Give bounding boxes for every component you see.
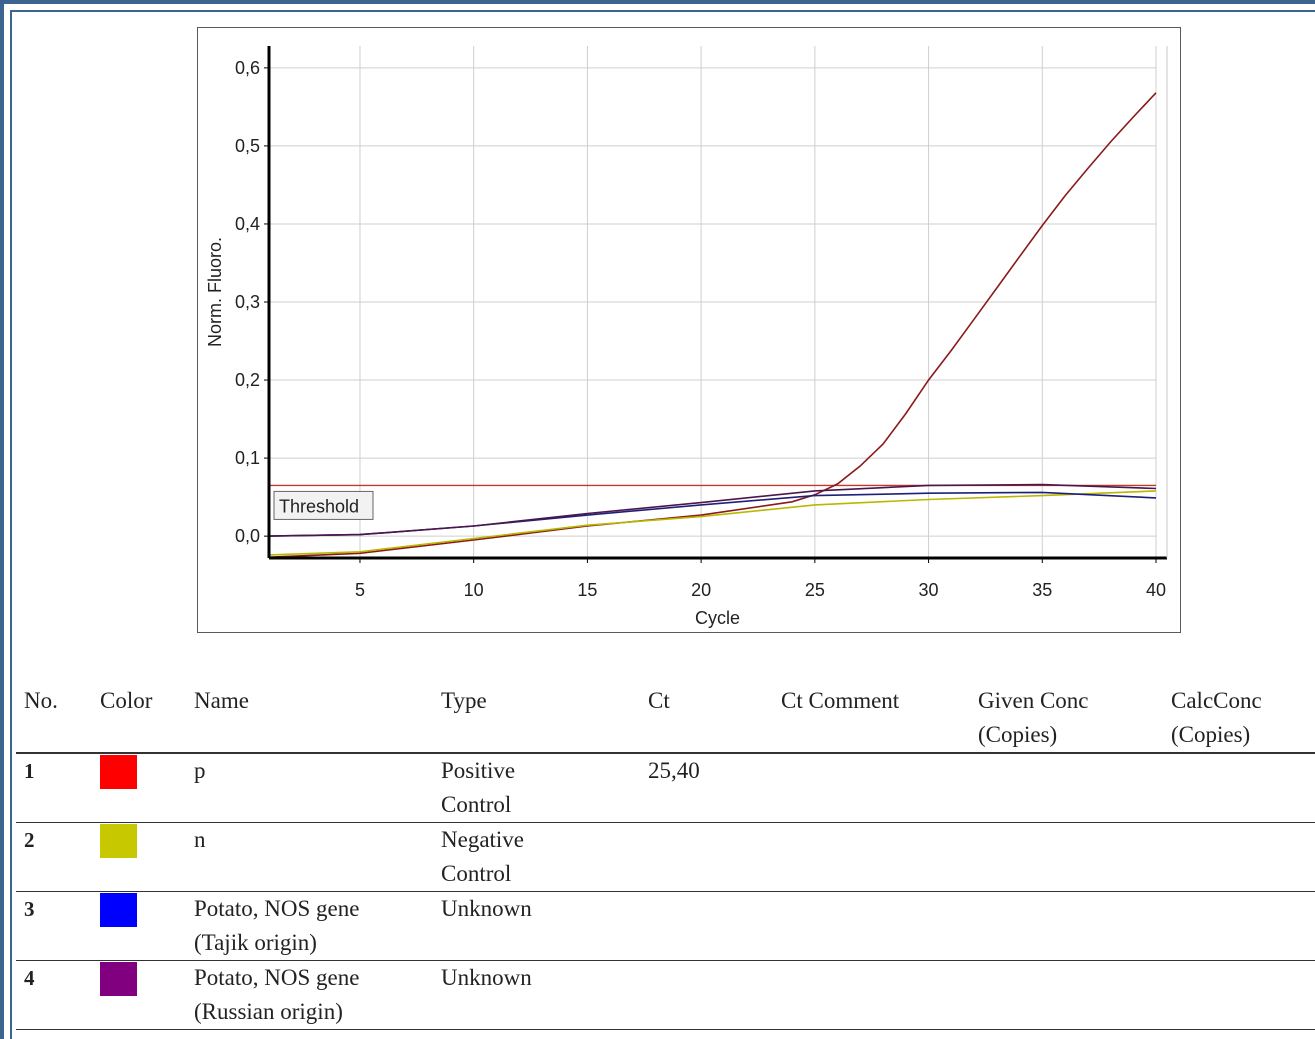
name-line2: (Tajik origin) xyxy=(194,930,317,955)
cell-ct xyxy=(640,960,773,1030)
cell-given-conc xyxy=(970,822,1163,892)
cell-name: Potato, NOS gene (Russian origin) xyxy=(186,960,433,1030)
series-line-1 xyxy=(268,92,1157,558)
x-tick-label: 25 xyxy=(805,580,825,600)
cell-ct-comment xyxy=(773,822,970,892)
name-line1: n xyxy=(194,827,206,852)
threshold-label-group: Threshold xyxy=(273,490,374,520)
cell-ct-comment xyxy=(773,960,970,1030)
cell-given-conc xyxy=(970,753,1163,823)
cell-ct xyxy=(640,822,773,892)
x-tick-label: 15 xyxy=(577,580,597,600)
cell-name: Potato, NOS gene (Tajik origin) xyxy=(186,891,433,961)
header-ct: Ct xyxy=(640,684,773,754)
y-tick-label: 0,2 xyxy=(235,370,260,390)
content-frame xyxy=(10,10,1315,1039)
series-line-3 xyxy=(268,491,1157,537)
cell-color xyxy=(92,960,186,1030)
cell-ct: 25,40 xyxy=(640,753,773,823)
results-table: No. Color Name Type Ct Ct Comment Given … xyxy=(16,684,1315,1030)
y-tick-label: 0,6 xyxy=(235,58,260,78)
cell-color xyxy=(92,753,186,823)
table-row: 3 Potato, NOS gene (Tajik origin) Unknown xyxy=(16,891,1315,961)
cell-given-conc xyxy=(970,960,1163,1030)
cell-ct-comment xyxy=(773,753,970,823)
header-no: No. xyxy=(16,684,92,754)
cell-no: 4 xyxy=(16,960,92,1030)
name-line1: Potato, NOS gene xyxy=(194,965,360,990)
x-tick-label: 20 xyxy=(691,580,711,600)
table-row: 4 Potato, NOS gene (Russian origin) Unkno… xyxy=(16,960,1315,1030)
cell-name: n xyxy=(186,822,433,892)
y-axis-label: Norm. Fluoro. xyxy=(205,237,225,347)
cell-ct-comment xyxy=(773,891,970,961)
type-line1: Unknown xyxy=(441,896,532,921)
cell-calc-conc xyxy=(1163,960,1315,1030)
x-axis-label: Cycle xyxy=(695,608,740,628)
cell-calc-conc xyxy=(1163,891,1315,961)
cell-type: Negative Control xyxy=(433,822,640,892)
y-tick-label: 0,0 xyxy=(235,526,260,546)
cell-calc-conc xyxy=(1163,753,1315,823)
header-given-conc: Given Conc (Copies) xyxy=(970,684,1163,754)
type-line1: Positive xyxy=(441,758,516,783)
header-ct-comment: Ct Comment xyxy=(773,684,970,754)
name-line1: p xyxy=(194,758,206,783)
y-tick-label: 0,5 xyxy=(235,136,260,156)
header-calc-conc-line2: (Copies) xyxy=(1171,722,1251,747)
header-given-conc-line1: Given Conc xyxy=(978,688,1089,713)
cell-color xyxy=(92,891,186,961)
threshold-label-box xyxy=(273,490,374,520)
cell-type: Positive Control xyxy=(433,753,640,823)
cell-type: Unknown xyxy=(433,891,640,961)
type-line2: Control xyxy=(441,861,512,886)
color-swatch xyxy=(100,824,137,858)
cell-calc-conc xyxy=(1163,822,1315,892)
cell-type: Unknown xyxy=(433,960,640,1030)
header-color: Color xyxy=(92,684,186,754)
header-name: Name xyxy=(186,684,433,754)
amplification-chart: 0,0 0,1 0,2 0,3 0,4 0,5 0,6 5 10 15 20 25 30 35 40 Thr… xyxy=(197,27,1181,633)
x-tick-label: 5 xyxy=(355,580,365,600)
y-tick-label: 0,4 xyxy=(235,214,260,234)
threshold-label: Threshold xyxy=(279,496,359,516)
y-tick-label: 0,1 xyxy=(235,448,260,468)
table-row: 1 p Positive Control 25,40 xyxy=(16,753,1315,823)
cell-ct xyxy=(640,891,773,961)
cell-given-conc xyxy=(970,891,1163,961)
series-group xyxy=(268,92,1157,558)
cell-no: 2 xyxy=(16,822,92,892)
type-line1: Negative xyxy=(441,827,525,852)
series-line-2 xyxy=(268,490,1157,556)
name-line1: Potato, NOS gene xyxy=(194,896,360,921)
series-line-4 xyxy=(268,483,1157,537)
header-calc-conc: CalcConc (Copies) xyxy=(1163,684,1315,754)
x-tick-label: 35 xyxy=(1032,580,1052,600)
x-tick-label: 40 xyxy=(1146,580,1166,600)
chart-axes: 0,0 0,1 0,2 0,3 0,4 0,5 0,6 5 10 15 20 25 30 35 40 xyxy=(235,46,1168,600)
color-swatch xyxy=(100,962,137,996)
y-tick-label: 0,3 xyxy=(235,292,260,312)
type-line2: Control xyxy=(441,792,512,817)
table-row: 2 n Negative Control xyxy=(16,822,1315,892)
header-type: Type xyxy=(433,684,640,754)
name-line2: (Russian origin) xyxy=(194,999,343,1024)
cell-name: p xyxy=(186,753,433,823)
cell-no: 3 xyxy=(16,891,92,961)
color-swatch xyxy=(100,755,137,789)
x-tick-label: 30 xyxy=(919,580,939,600)
cell-color xyxy=(92,822,186,892)
cell-no: 1 xyxy=(16,753,92,823)
table-header-row: No. Color Name Type Ct Ct Comment Given … xyxy=(16,684,1315,754)
chart-grid xyxy=(269,46,1157,558)
type-line1: Unknown xyxy=(441,965,532,990)
header-given-conc-line2: (Copies) xyxy=(978,722,1058,747)
color-swatch xyxy=(100,893,137,927)
header-calc-conc-line1: CalcConc xyxy=(1171,688,1262,713)
chart-canvas: 0,0 0,1 0,2 0,3 0,4 0,5 0,6 5 10 15 20 25 30 35 40 Thr… xyxy=(205,46,1168,628)
x-tick-label: 10 xyxy=(464,580,484,600)
